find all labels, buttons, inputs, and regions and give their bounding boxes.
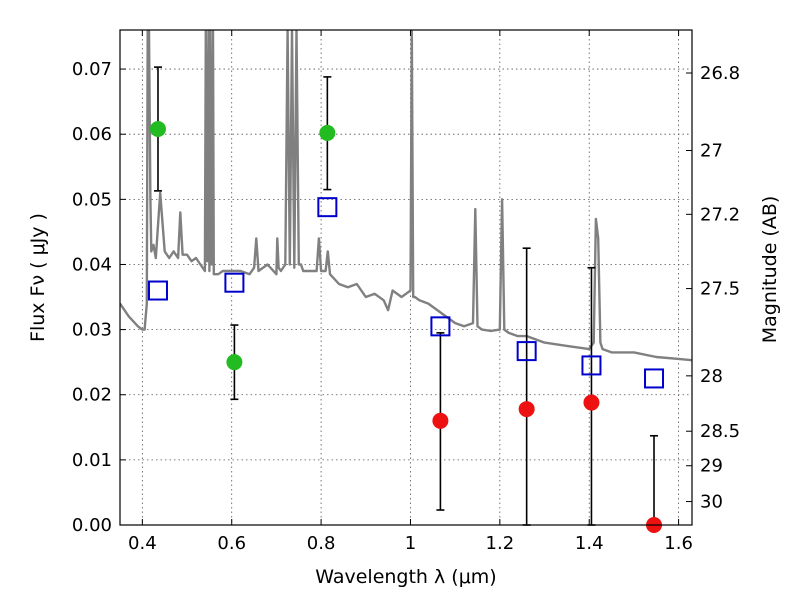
plot-frame	[119, 29, 693, 526]
y-axis-title: Flux Fν ( μJy )	[27, 213, 49, 342]
y2-tick-label: 28	[700, 366, 723, 387]
data-point-circle	[149, 121, 166, 137]
y2-tick-label: 26.8	[700, 63, 740, 84]
data-point-square	[430, 316, 451, 337]
data-point-square	[644, 368, 665, 389]
data-point-circle	[518, 401, 535, 418]
marker-layer	[147, 66, 665, 533]
plot-layer	[120, 30, 692, 362]
y-tick-label: 0.03	[72, 320, 112, 341]
model-spectrum-line	[120, 30, 692, 362]
y-tick-label: 0.07	[72, 59, 112, 80]
data-point-square	[224, 272, 245, 293]
y2-axis-title: Magnitude (AB)	[759, 196, 781, 344]
y2-tick-label: 29	[700, 456, 723, 477]
y-tick-label: 0.05	[72, 189, 112, 210]
y2-tick-label: 27.2	[700, 204, 740, 225]
y-tick-label: 0.02	[72, 385, 112, 406]
data-point-circle	[226, 354, 243, 371]
y-tick-label: 0.01	[72, 450, 112, 471]
y-tick-label: 0.06	[72, 124, 112, 145]
x-tick-label: 0.4	[128, 533, 157, 554]
data-point-square	[147, 280, 168, 301]
data-point-square	[516, 341, 537, 362]
x-tick-label: 1.2	[486, 533, 515, 554]
data-point-circle	[319, 124, 336, 141]
x-tick-label: 1.4	[575, 533, 604, 554]
y2-tick-label: 27	[700, 140, 723, 161]
x-tick-label: 1.6	[664, 533, 693, 554]
y-tick-label: 0.00	[72, 515, 112, 536]
x-axis-title: Wavelength λ (μm)	[315, 566, 496, 588]
data-point-circle	[583, 394, 600, 411]
data-point-square	[581, 355, 602, 376]
y-tick-label: 0.04	[72, 254, 112, 275]
data-point-square	[317, 197, 338, 218]
tick-layer: 0.4 0.6 0.8 1 1.2 1.4 1.6 0.00 0.01 0.02 0.03 0.04 0…	[72, 30, 740, 554]
y2-tick-label: 28.5	[700, 421, 740, 442]
y2-tick-label: 30	[700, 492, 723, 513]
x-tick-label: 0.6	[217, 533, 246, 554]
data-point-circle	[432, 412, 449, 429]
x-tick-label: 1	[405, 533, 416, 554]
x-tick-label: 0.8	[307, 533, 336, 554]
y2-tick-label: 27.5	[700, 279, 740, 300]
